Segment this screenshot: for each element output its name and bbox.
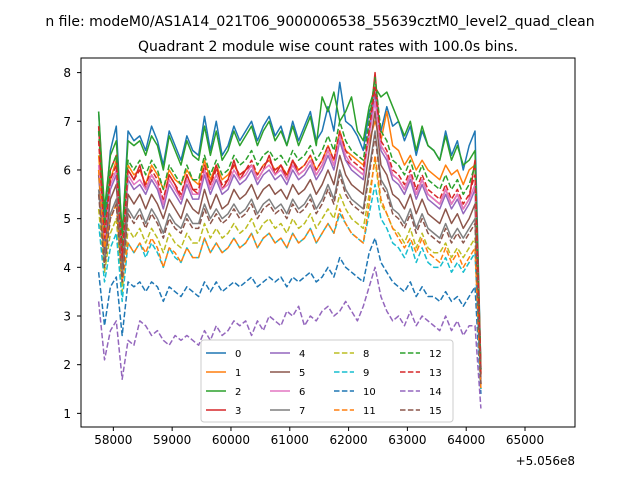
x-axis: 58000 59000 60000 61000 62000 63000 64000 65000 <box>94 427 544 447</box>
legend-label-10: 10 <box>363 387 376 398</box>
x-tick-label: 61000 <box>271 433 309 447</box>
chart-suptitle: n file: modeM0/AS1A14_021T06_9000006538_… <box>45 14 594 30</box>
series-line-13 <box>97 86 482 375</box>
legend-label-6: 6 <box>299 387 305 398</box>
x-tick-label: 65000 <box>506 433 544 447</box>
series-line-9 <box>97 183 482 390</box>
series-line-12 <box>97 76 482 375</box>
y-tick-label: 6 <box>63 163 71 177</box>
series-line-14 <box>97 266 482 409</box>
legend-label-4: 4 <box>299 349 305 360</box>
y-tick-label: 2 <box>63 358 71 372</box>
x-tick-label: 62000 <box>329 433 367 447</box>
legend-label-12: 12 <box>429 349 442 360</box>
chart-title: Quadrant 2 module wise count rates with … <box>138 39 518 55</box>
legend-label-7: 7 <box>299 406 305 417</box>
legend-label-2: 2 <box>235 387 241 398</box>
legend-label-13: 13 <box>429 368 442 379</box>
series-line-6 <box>97 101 482 380</box>
x-tick-label: 63000 <box>388 433 426 447</box>
y-tick-label: 8 <box>63 66 71 80</box>
x-axis-offset-label: +5.056e8 <box>516 454 575 468</box>
series-line-3 <box>97 71 482 370</box>
legend-label-3: 3 <box>235 406 241 417</box>
x-tick-label: 59000 <box>153 433 191 447</box>
series-line-5 <box>97 110 482 385</box>
x-tick-label: 60000 <box>212 433 250 447</box>
legend-label-11: 11 <box>363 406 376 417</box>
series-line-11 <box>97 154 482 390</box>
x-tick-label: 58000 <box>94 433 132 447</box>
series-line-15 <box>97 135 482 385</box>
y-tick-label: 5 <box>63 212 71 226</box>
y-tick-label: 3 <box>63 310 71 324</box>
x-tick-label: 64000 <box>447 433 485 447</box>
series-line-2 <box>97 86 482 370</box>
legend-label-8: 8 <box>363 349 369 360</box>
y-tick-label: 1 <box>63 407 71 421</box>
plot-area <box>97 71 482 409</box>
series-line-7 <box>97 130 482 385</box>
series-line-0 <box>97 81 482 370</box>
legend-box <box>200 339 454 423</box>
y-axis: 1 2 3 4 5 6 7 8 <box>63 66 81 421</box>
legend-label-5: 5 <box>299 368 305 379</box>
axes-frame <box>80 57 576 428</box>
legend-label-0: 0 <box>235 349 241 360</box>
series-line-10 <box>97 237 482 394</box>
series-line-8 <box>97 159 482 390</box>
legend-label-15: 15 <box>429 406 442 417</box>
y-tick-label: 7 <box>63 115 71 129</box>
legend-label-14: 14 <box>429 387 442 398</box>
y-tick-label: 4 <box>63 261 71 275</box>
legend-label-1: 1 <box>235 368 241 379</box>
legend-label-9: 9 <box>363 368 369 379</box>
series-line-4 <box>97 91 482 380</box>
